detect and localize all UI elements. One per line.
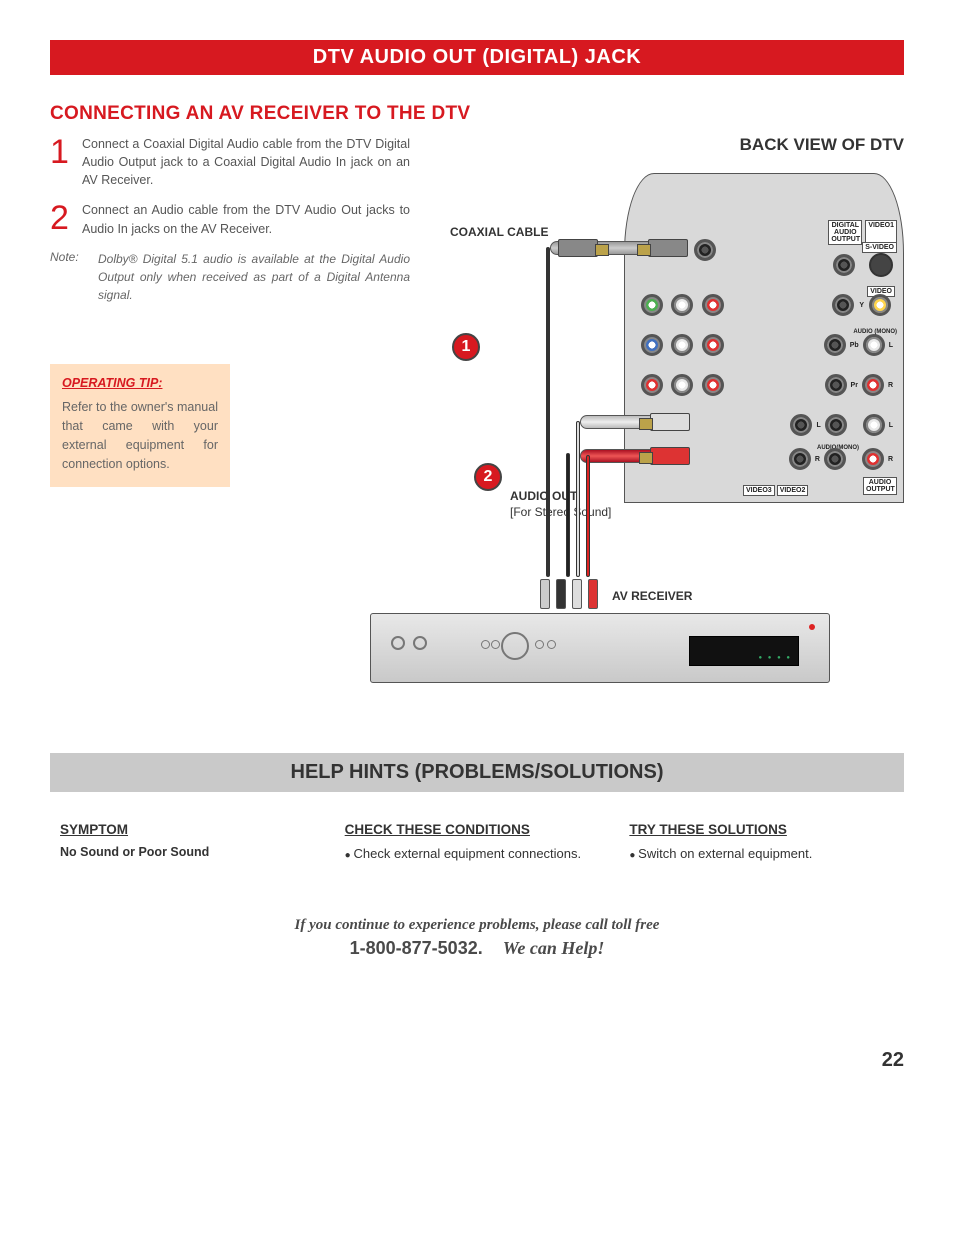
step-1-text: Connect a Coaxial Digital Audio cable fr… — [82, 135, 410, 189]
footer-phone: 1-800-877-5032. — [350, 938, 483, 958]
symptom-item: No Sound or Poor Sound — [60, 845, 325, 859]
plug-icon-1 — [540, 579, 550, 609]
label-video2: VIDEO2 — [777, 485, 809, 496]
l-jack-1 — [671, 294, 693, 316]
v2-l-jack — [863, 414, 885, 436]
step-2: 2 Connect an Audio cable from the DTV Au… — [50, 201, 410, 237]
l-jack-3 — [671, 374, 693, 396]
knob-s3 — [535, 640, 544, 649]
try-item: Switch on external equipment. — [629, 845, 894, 863]
audio-out-sub: [For Stereo Sound] — [510, 505, 611, 519]
check-head: CHECK THESE CONDITIONS — [345, 822, 610, 837]
knob-big — [501, 632, 529, 660]
step-1: 1 Connect a Coaxial Digital Audio cable … — [50, 135, 410, 189]
label-r3: R — [888, 456, 893, 463]
callout-1: 1 — [452, 333, 480, 361]
audio-r-jack — [862, 374, 884, 396]
pr-jack-right — [825, 374, 847, 396]
right-column: BACK VIEW OF DTV DIGITAL AUDIO OUTPUT VI… — [440, 135, 904, 723]
label-r2: R — [815, 456, 820, 463]
y-jack-right — [832, 294, 854, 316]
hints-table: SYMPTOM No Sound or Poor Sound CHECK THE… — [50, 822, 904, 867]
note-body: Dolby® Digital 5.1 audio is available at… — [98, 250, 410, 304]
plug-icon-4 — [588, 579, 598, 609]
pr-jack-1 — [641, 374, 663, 396]
plug-icon-3 — [572, 579, 582, 609]
coaxial-head-l — [558, 239, 598, 257]
section-title: CONNECTING AN AV RECEIVER TO THE DTV — [50, 103, 904, 125]
label-audio-output: AUDIO OUTPUT — [863, 477, 897, 495]
wire-black — [566, 453, 570, 577]
label-pb: Pb — [850, 342, 859, 349]
coax-plug — [694, 239, 716, 261]
wire-red-1 — [586, 455, 590, 577]
label-l2: L — [816, 422, 820, 429]
video-jack — [869, 294, 891, 316]
left-column: 1 Connect a Coaxial Digital Audio cable … — [50, 135, 410, 487]
knob-s2 — [491, 640, 500, 649]
help-hints-bar: HELP HINTS (PROBLEMS/SOLUTIONS) — [50, 753, 904, 792]
label-l: L — [889, 342, 893, 349]
av-receiver: ● ● ● ● — [370, 613, 830, 683]
label-video3: VIDEO3 — [743, 485, 775, 496]
knob-1 — [391, 636, 405, 650]
wire-yellow — [546, 247, 550, 577]
plug-icon-2 — [556, 579, 566, 609]
knob-2 — [413, 636, 427, 650]
in-l-jack — [825, 414, 847, 436]
step-1-number: 1 — [50, 135, 72, 189]
footer-tag: We can Help! — [503, 938, 605, 958]
in-r-jack — [824, 448, 846, 470]
footer-note: If you continue to experience problems, … — [50, 917, 904, 959]
receiver-display: ● ● ● ● — [689, 636, 799, 666]
wire-white-1 — [576, 421, 580, 577]
r-jack-3 — [702, 374, 724, 396]
hints-col-try: TRY THESE SOLUTIONS Switch on external e… — [629, 822, 894, 867]
note: Note: Dolby® Digital 5.1 audio is availa… — [50, 250, 410, 304]
coaxial-head-r — [648, 239, 688, 257]
knob-s1 — [481, 640, 490, 649]
operating-tip-box: OPERATING TIP: Refer to the owner's manu… — [50, 364, 230, 488]
av-receiver-label: AV RECEIVER — [612, 589, 692, 603]
note-label: Note: — [50, 250, 84, 304]
footer-line1: If you continue to experience problems, … — [50, 917, 904, 934]
svideo-jack — [869, 253, 893, 277]
try-head: TRY THESE SOLUTIONS — [629, 822, 894, 837]
red-head — [650, 447, 690, 465]
hints-col-check: CHECK THESE CONDITIONS Check external eq… — [345, 822, 610, 867]
label-y: Y — [859, 302, 864, 309]
r-jack-2 — [702, 334, 724, 356]
callout-2: 2 — [474, 463, 502, 491]
l-jack-2 — [671, 334, 693, 356]
step-2-text: Connect an Audio cable from the DTV Audi… — [82, 201, 410, 237]
white-head — [650, 413, 690, 431]
out-r-jack — [789, 448, 811, 470]
main-two-col: 1 Connect a Coaxial Digital Audio cable … — [50, 135, 904, 723]
connection-diagram: DIGITAL AUDIO OUTPUT VIDEO1 S-VIDEO VIDE… — [440, 163, 904, 723]
label-pr: Pr — [851, 382, 858, 389]
label-r: R — [888, 382, 893, 389]
header-bar: DTV AUDIO OUT (DIGITAL) JACK — [50, 40, 904, 75]
r-jack-1 — [702, 294, 724, 316]
pb-jack-right — [824, 334, 846, 356]
tip-title: OPERATING TIP: — [62, 374, 218, 393]
coaxial-cable-label: COAXIAL CABLE — [450, 225, 548, 239]
check-item: Check external equipment connections. — [345, 845, 610, 863]
out-l-jack — [790, 414, 812, 436]
digital-audio-jack — [833, 254, 855, 276]
label-audio-mono: AUDIO (MONO) — [853, 329, 897, 335]
v2-r-jack — [862, 448, 884, 470]
hints-col-symptom: SYMPTOM No Sound or Poor Sound — [60, 822, 325, 867]
y-jack-1 — [641, 294, 663, 316]
label-l3: L — [889, 422, 893, 429]
power-led — [809, 624, 815, 630]
page-number: 22 — [50, 1049, 904, 1072]
pb-jack-1 — [641, 334, 663, 356]
step-2-number: 2 — [50, 201, 72, 237]
label-digital-audio-output: DIGITAL AUDIO OUTPUT — [828, 220, 862, 245]
symptom-head: SYMPTOM — [60, 822, 325, 837]
knob-s4 — [547, 640, 556, 649]
tip-text: Refer to the owner's manual that came wi… — [62, 398, 218, 473]
back-view-label: BACK VIEW OF DTV — [440, 135, 904, 155]
